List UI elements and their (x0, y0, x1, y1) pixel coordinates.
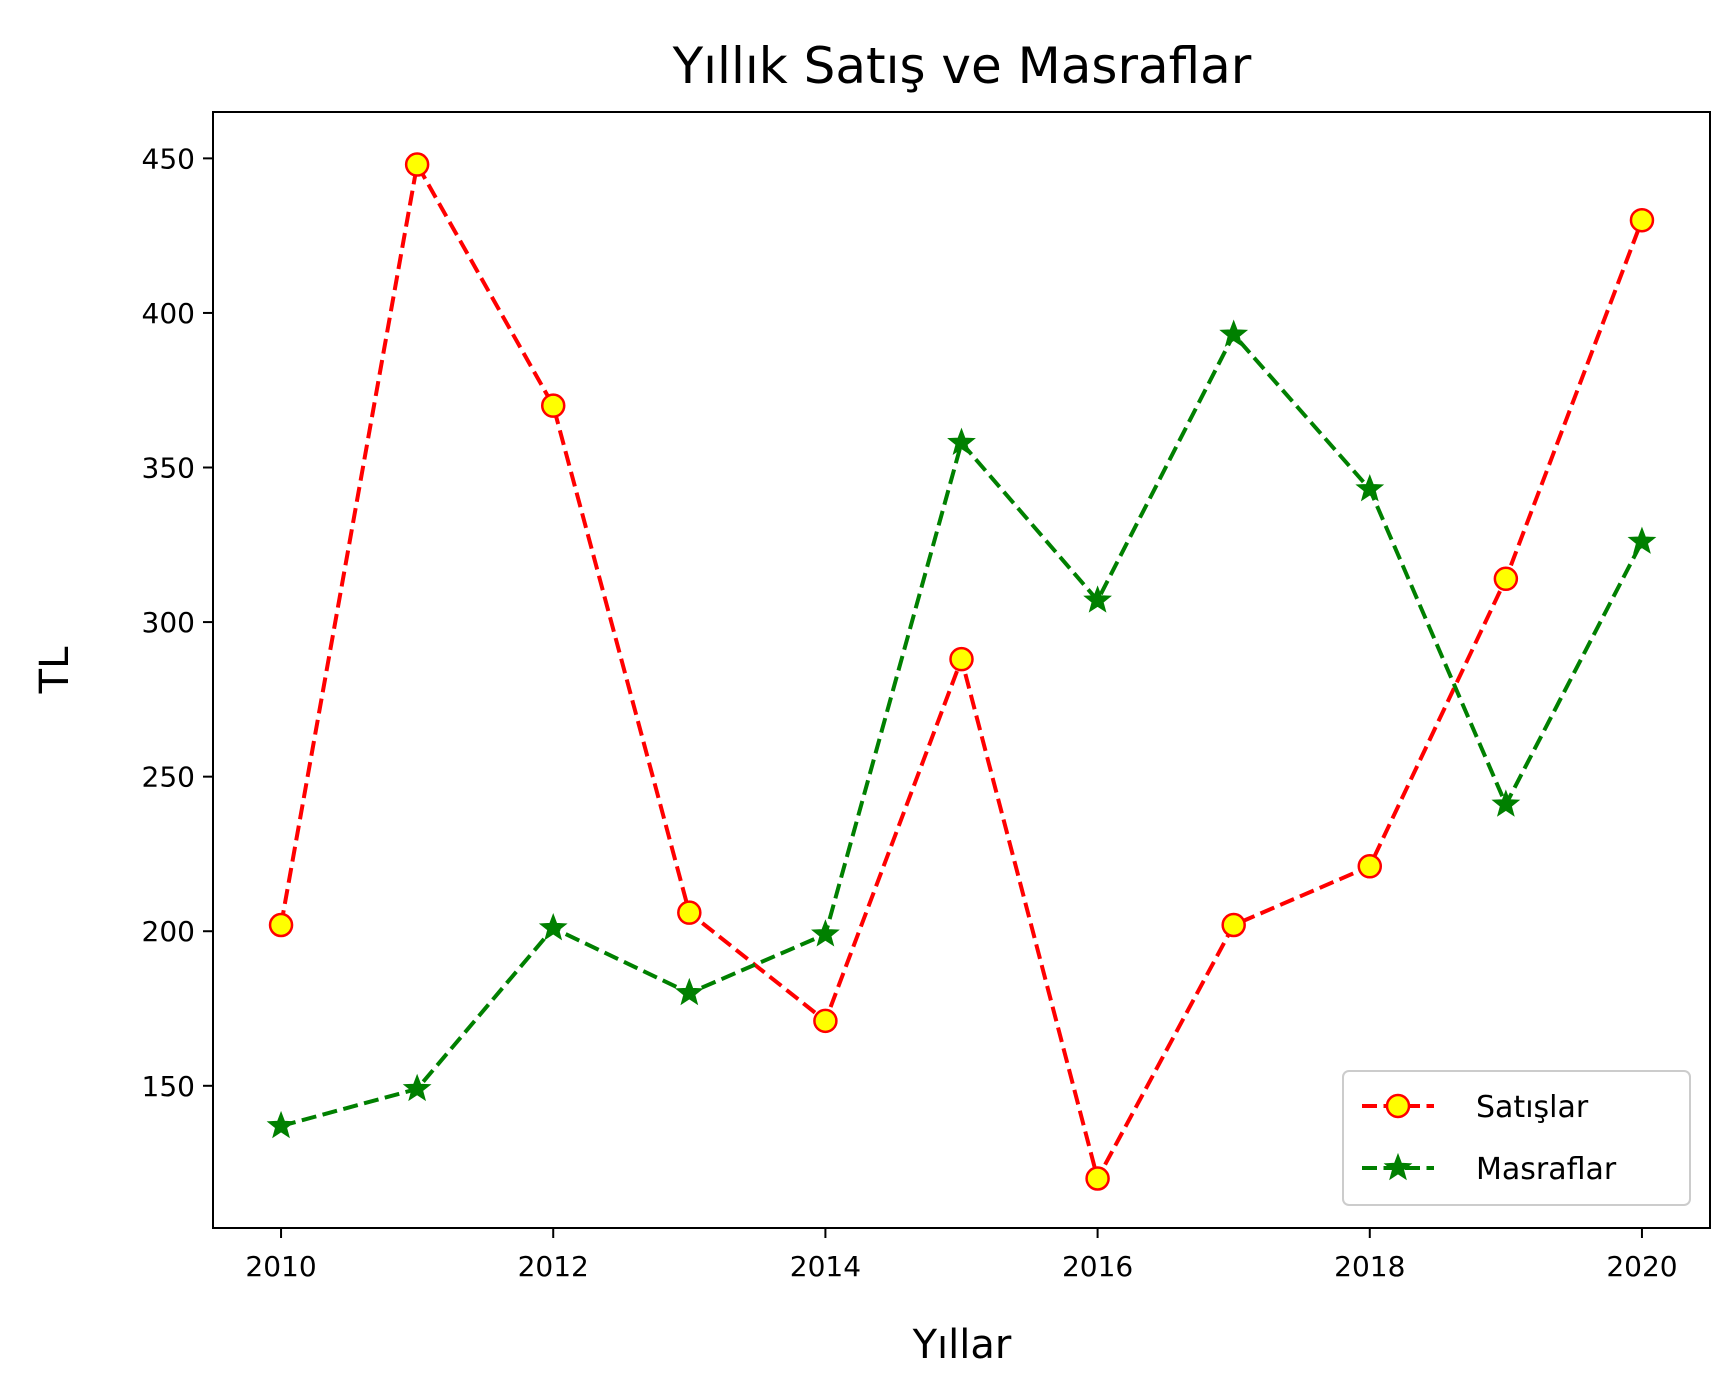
x-tick-label: 2014 (790, 1250, 861, 1283)
x-tick-label: 2020 (1606, 1250, 1677, 1283)
x-tick-label: 2018 (1334, 1250, 1405, 1283)
data-point (949, 646, 974, 672)
data-point (1357, 854, 1383, 879)
legend: Satışlar Masraflar (1342, 1070, 1691, 1206)
x-axis-label: Yıllar (912, 1322, 1012, 1368)
data-point (540, 393, 566, 418)
data-point (1493, 566, 1519, 592)
data-point (268, 912, 294, 938)
x-tick-label: 2010 (245, 1250, 316, 1283)
y-axis: 150 200 250 300 350 400 450 (142, 142, 213, 1103)
data-point (1355, 474, 1385, 502)
plot-frame (212, 111, 1711, 1229)
y-tick-label: 450 (142, 142, 195, 175)
y-tick-label: 350 (142, 452, 195, 485)
y-tick-label: 200 (142, 915, 195, 948)
series-layer (266, 152, 1657, 1191)
legend-marker (1385, 1093, 1411, 1119)
y-axis-label: TL (32, 646, 78, 694)
data-point (1221, 912, 1246, 938)
data-point (1083, 585, 1112, 613)
y-tick-label: 250 (142, 761, 195, 794)
data-point (674, 977, 704, 1006)
legend-item: Masraflar (1362, 1152, 1617, 1187)
data-point (404, 152, 430, 177)
data-point (1627, 526, 1657, 554)
legend-marker (1383, 1152, 1413, 1181)
data-point (1491, 789, 1521, 817)
legend-label: Masraflar (1476, 1152, 1617, 1187)
data-point (1219, 319, 1249, 347)
legend-label: Satışlar (1476, 1090, 1589, 1125)
data-point (402, 1073, 432, 1102)
data-point (1085, 1166, 1110, 1191)
legend-item: Satışlar (1362, 1090, 1589, 1125)
y-tick-label: 300 (142, 606, 195, 639)
data-point (947, 427, 976, 456)
x-axis: 2010 2012 2014 2016 2018 2020 (245, 1228, 1678, 1283)
series-masraflar (266, 319, 1657, 1139)
y-tick-label: 150 (142, 1070, 195, 1103)
x-tick-label: 2016 (1062, 1250, 1133, 1283)
data-point (677, 900, 702, 925)
data-point (538, 913, 568, 941)
x-tick-label: 2012 (518, 1250, 589, 1283)
y-tick-label: 400 (142, 297, 195, 330)
data-point (266, 1110, 296, 1139)
data-point (813, 1008, 838, 1034)
data-point (1629, 207, 1655, 233)
series-satislar (268, 152, 1655, 1191)
series-line (280, 331, 1644, 1128)
data-point (811, 919, 840, 947)
chart-title: Yıllık Satış ve Masraflar (672, 37, 1252, 95)
